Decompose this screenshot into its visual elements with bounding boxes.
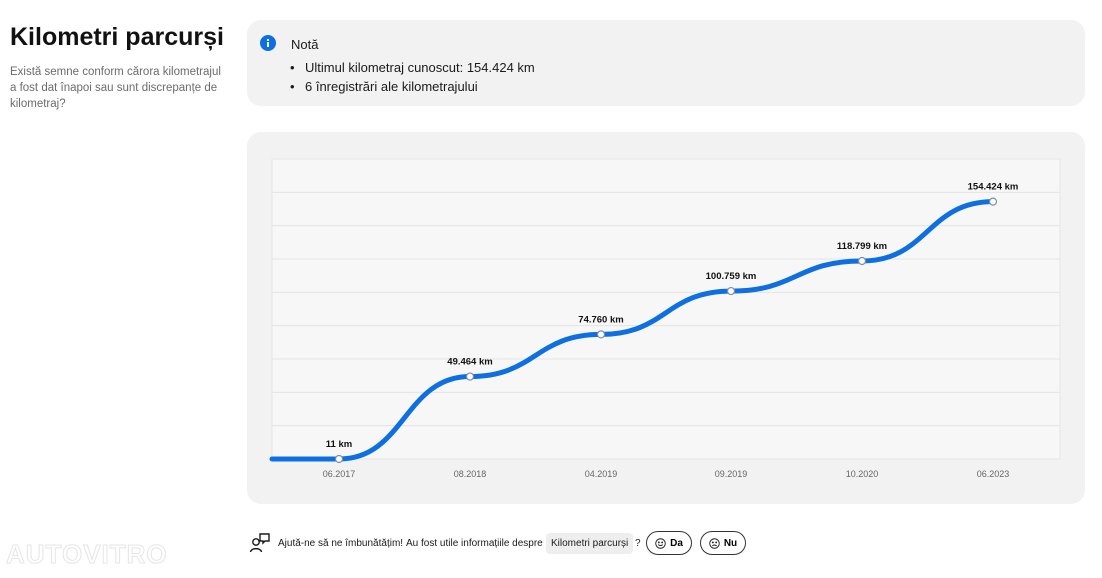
note-card: Notă Ultimul kilometraj cunoscut: 154.42…: [247, 20, 1085, 106]
feedback-topic-chip: Kilometri parcurși: [546, 533, 634, 554]
watermark-logo: AUTOVITRO: [6, 539, 168, 570]
feedback-no-button[interactable]: Nu: [700, 531, 746, 555]
feedback-question-mark: ?: [635, 538, 641, 549]
page-title: Kilometri parcurși: [10, 23, 224, 51]
x-tick-label: 06.2017: [323, 469, 356, 479]
data-point: [334, 454, 344, 464]
note-list: Ultimul kilometraj cunoscut: 154.424 km …: [290, 58, 535, 96]
mileage-chart-card: 11 km 06.2017 49.464 km 08.2018 74.760 km 04.…: [247, 132, 1085, 504]
smile-icon: [655, 537, 666, 549]
data-point: [726, 286, 736, 296]
data-label: 74.760 km: [578, 314, 623, 325]
data-point: [465, 372, 475, 381]
x-tick-label: 10.2020: [846, 469, 879, 479]
data-point: [857, 256, 867, 266]
left-panel: Kilometri parcurși Există semne conform …: [10, 22, 225, 112]
feedback-prompt: Ajută-ne să ne îmbunătățim!: [278, 538, 404, 549]
feedback-question: Au fost utile informațiile despre: [406, 538, 543, 549]
feedback-yes-button[interactable]: Da: [646, 531, 692, 555]
data-point: [596, 330, 606, 339]
feedback-bar: Ajută-ne să ne îmbunătățim! Au fost util…: [248, 531, 808, 557]
note-item-records-count: 6 înregistrări ale kilometrajului: [290, 77, 535, 96]
info-icon: [260, 35, 276, 51]
x-tick-label: 08.2018: [454, 469, 487, 479]
feedback-no-label: Nu: [723, 537, 738, 549]
note-title: Notă: [291, 37, 319, 52]
feedback-chat-icon: [249, 533, 270, 553]
plot-area: [271, 158, 1061, 460]
note-item-last-mileage: Ultimul kilometraj cunoscut: 154.424 km: [290, 58, 535, 77]
data-label: 154.424 km: [968, 182, 1019, 193]
x-tick-label: 04.2019: [585, 469, 618, 479]
data-label: 11 km: [326, 439, 352, 450]
x-tick-label: 06.2023: [977, 469, 1010, 479]
data-label: 100.759 km: [706, 271, 757, 282]
data-label: 49.464 km: [447, 357, 492, 368]
mileage-chart: 11 km 06.2017 49.464 km 08.2018 74.760 km 04.…: [269, 158, 1061, 479]
feedback-yes-label: Da: [670, 537, 683, 549]
frown-icon: [709, 537, 720, 549]
data-label: 118.799 km: [837, 241, 887, 252]
page-subtitle: Există semne conform cărora kilometrajul…: [10, 66, 221, 110]
x-tick-label: 09.2019: [715, 469, 748, 479]
data-point: [988, 197, 998, 206]
